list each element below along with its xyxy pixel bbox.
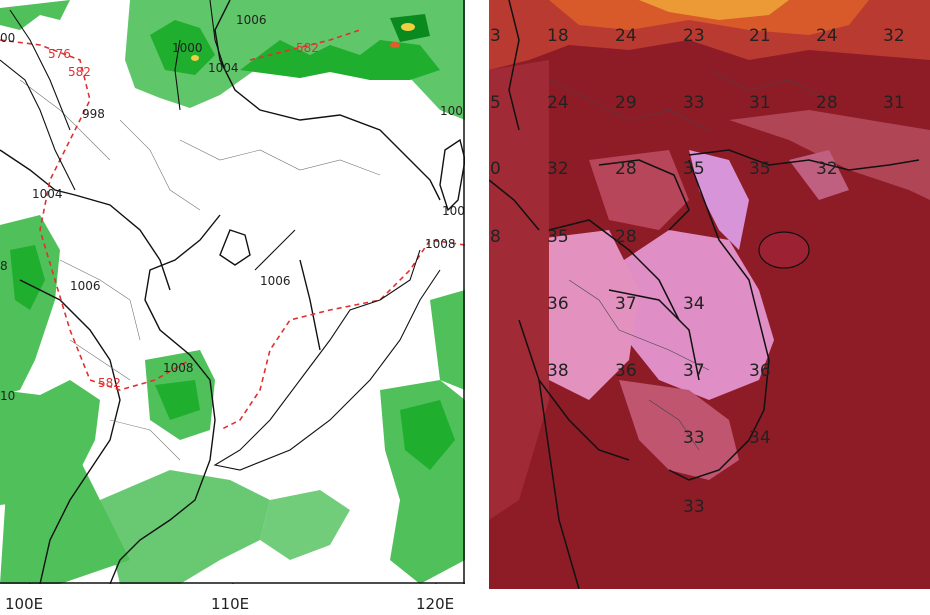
isobar-label: 1004: [32, 187, 63, 201]
edge-fragments: 3 5 0 8: [490, 26, 501, 247]
isobar-label: 1006: [260, 274, 291, 288]
temperature-label: 23: [683, 26, 705, 46]
edge-fragments: 00 8 10: [0, 31, 15, 403]
isobar-labels: 1006 1000 1004 998 1004 1006 1008 1006 1…: [32, 13, 465, 375]
temperature-label: 34: [683, 294, 705, 314]
isobar-label: 1000: [172, 41, 203, 55]
temperature-label: 32: [816, 159, 838, 179]
temperature-label: 33: [683, 428, 705, 448]
coastlines: [489, 0, 920, 589]
isobar-label: 1006: [236, 13, 267, 27]
temperature-label: 32: [883, 26, 905, 46]
temperature-label: 28: [615, 159, 637, 179]
temperature-label: 32: [547, 159, 569, 179]
height-labels: 576 582 582 582: [48, 41, 319, 390]
temperature-label: 34: [749, 428, 771, 448]
edge-fragment: 00: [0, 31, 15, 45]
temperature-label: 24: [547, 93, 569, 113]
temperature-labels: 18 24 23 21 24 32 24 29 33 31 28 31 32 2…: [547, 26, 905, 517]
rainfall-pressure-map-svg: 1006 1000 1004 998 1004 1006 1008 1006 1…: [0, 0, 465, 584]
temperature-label: 35: [547, 227, 569, 247]
temperature-label: 28: [615, 227, 637, 247]
temperature-label: 24: [615, 26, 637, 46]
admin-borders: [548, 69, 830, 451]
edge-fragment: 0: [490, 159, 501, 179]
temperature-label: 35: [749, 159, 771, 179]
temperature-label: 28: [816, 93, 838, 113]
isobar-label: 1008: [163, 361, 194, 375]
temperature-label: 37: [615, 294, 637, 314]
height-label: 582: [296, 41, 319, 55]
temperature-label: 18: [547, 26, 569, 46]
temperature-label: 37: [683, 361, 705, 381]
admin-borders: [19, 79, 381, 461]
isobar-label: 100: [440, 104, 463, 118]
isobar-label: 1008: [425, 237, 456, 251]
temperature-label: 35: [683, 159, 705, 179]
isobar-label: 998: [82, 107, 105, 121]
x-axis-label-120e: 120E: [416, 595, 455, 613]
x-axis-label-110e: 110E: [211, 595, 250, 613]
temperature-map-svg: 18 24 23 21 24 32 24 29 33 31 28 31 32 2…: [489, 0, 930, 589]
height-label: 582: [98, 376, 121, 390]
temperature-label: 36: [547, 294, 569, 314]
rainfall-areas: [0, 0, 465, 584]
rainfall-pressure-map: 1006 1000 1004 998 1004 1006 1008 1006 1…: [0, 0, 465, 584]
temperature-label: 36: [615, 361, 637, 381]
temperature-label: 38: [547, 361, 569, 381]
edge-fragment: 3: [490, 26, 501, 46]
temperature-fields: [489, 0, 930, 520]
temperature-label: 33: [683, 93, 705, 113]
height-label: 576: [48, 47, 71, 61]
temperature-label: 36: [749, 361, 771, 381]
temperature-label: 24: [816, 26, 838, 46]
isobars: [0, 0, 441, 471]
temperature-label: 33: [683, 497, 705, 517]
temperature-label: 29: [615, 93, 637, 113]
temperature-label: 31: [749, 93, 771, 113]
isobar-label: 1006: [70, 279, 101, 293]
x-axis-label-100e: 100E: [5, 595, 44, 613]
isobar-label: 100: [442, 204, 465, 218]
temperature-map: 18 24 23 21 24 32 24 29 33 31 28 31 32 2…: [489, 0, 930, 589]
edge-fragment: 8: [490, 227, 501, 247]
height-contours: [0, 29, 465, 431]
edge-fragment: 10: [0, 389, 15, 403]
temperature-label: 31: [883, 93, 905, 113]
edge-fragment: 5: [490, 93, 501, 113]
edge-fragment: 8: [0, 259, 8, 273]
temperature-label: 21: [749, 26, 771, 46]
height-label: 582: [68, 65, 91, 79]
isobar-label: 1004: [208, 61, 239, 75]
